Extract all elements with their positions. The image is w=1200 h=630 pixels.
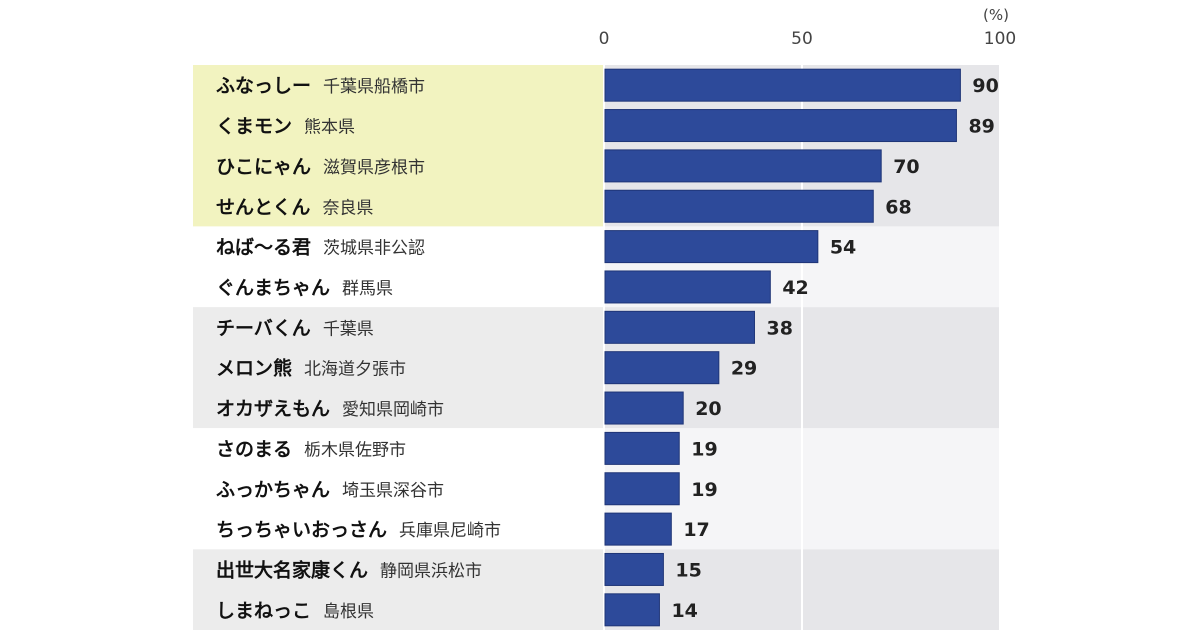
value-label: 19 [691,438,717,460]
value-label: 14 [671,600,697,622]
mascot-region: 静岡県浜松市 [380,561,482,581]
mascot-region: 熊本県 [304,118,355,138]
mascot-name: オカザえもん [216,398,330,420]
mascot-region: 群馬県 [342,279,393,299]
value-label: 54 [830,237,856,259]
mascot-name: 出世大名家康くん [216,558,368,581]
mascot-region: 愛知県岡崎市 [342,400,444,420]
label-band-1 [193,226,604,308]
mascot-region: 茨城県非公認 [323,239,425,259]
mascot-name: ぐんまちゃん [216,277,330,299]
mascot-region: 千葉県 [323,319,374,339]
mascot-region: 滋賀県彦根市 [323,158,425,178]
value-label: 38 [766,317,792,339]
label-band-2 [193,307,604,429]
bar [604,270,771,304]
bar [604,189,874,223]
category-label: しまねっこ 島根県 [216,600,374,622]
bar [604,149,882,183]
mascot-name: ねば〜る君 [216,237,311,259]
value-label: 15 [675,559,701,581]
category-label: オカザえもん 愛知県岡崎市 [216,398,444,420]
category-label: ちっちゃいおっさん 兵庫県尼崎市 [216,519,501,541]
mascot-name: ちっちゃいおっさん [216,519,387,541]
bar [604,310,755,344]
mascot-name: さのまる [216,438,292,460]
bar [604,552,664,586]
category-label: ねば〜る君 茨城県非公認 [216,237,425,259]
label-band-0 [193,65,604,227]
mascot-name: せんとくん [216,196,310,218]
value-label: 68 [885,196,911,218]
x-tick-label: 100 [984,29,1016,49]
mascot-name: ひこにゃん [216,156,311,178]
value-label: 17 [683,519,709,541]
mascot-name: ふっかちゃん [216,479,330,501]
mascot-name: メロン熊 [216,357,292,380]
category-label: ぐんまちゃん 群馬県 [216,277,393,299]
mascot-region: 兵庫県尼崎市 [399,521,501,541]
category-label: チーバくん 千葉県 [216,317,374,339]
value-label: 20 [695,398,721,420]
bar [604,431,680,465]
bar [604,230,819,264]
value-labels: 90 89 70 68 54 42 38 29 20 19 19 17 15 14 [671,75,998,622]
bar [604,109,957,143]
bar [604,512,672,546]
category-label: くまモン 熊本県 [216,116,355,138]
category-label: ひこにゃん 滋賀県彦根市 [216,156,425,178]
category-label: ふなっしー 千葉県船橋市 [216,75,425,97]
bar [604,472,680,506]
x-tick-label: 0 [599,29,610,49]
value-label: 90 [972,75,998,97]
bars [604,68,961,627]
unit-label: (%) [983,6,1009,24]
category-label: メロン熊 北海道夕張市 [216,357,406,380]
value-label: 29 [731,358,757,380]
bar [604,68,961,102]
bar [604,351,720,385]
mascot-region: 埼玉県深谷市 [342,481,444,501]
mascot-name: しまねっこ [216,600,311,622]
mascot-region: 千葉県船橋市 [323,77,425,97]
label-band-4 [193,549,604,630]
value-label: 89 [968,116,994,138]
x-axis: 0 50 100 (%) [599,6,1017,49]
category-label: ふっかちゃん 埼玉県深谷市 [216,479,444,501]
value-label: 70 [893,156,919,178]
mascot-name: チーバくん [216,317,311,339]
mascot-region: 北海道夕張市 [304,360,406,380]
mascot-region: 奈良県 [322,198,373,218]
mascot-region: 栃木県佐野市 [304,440,406,460]
bar [604,593,660,627]
mascot-region: 島根県 [323,602,374,622]
value-label: 42 [782,277,808,299]
label-band-3 [193,428,604,550]
value-label: 19 [691,479,717,501]
category-label: せんとくん 奈良県 [216,196,373,218]
category-label: 出世大名家康くん 静岡県浜松市 [216,558,482,581]
category-label: さのまる 栃木県佐野市 [216,438,406,460]
x-tick-label: 50 [791,29,813,49]
mascot-name: くまモン [216,116,292,138]
bar [604,391,684,425]
mascot-name: ふなっしー [216,75,311,97]
